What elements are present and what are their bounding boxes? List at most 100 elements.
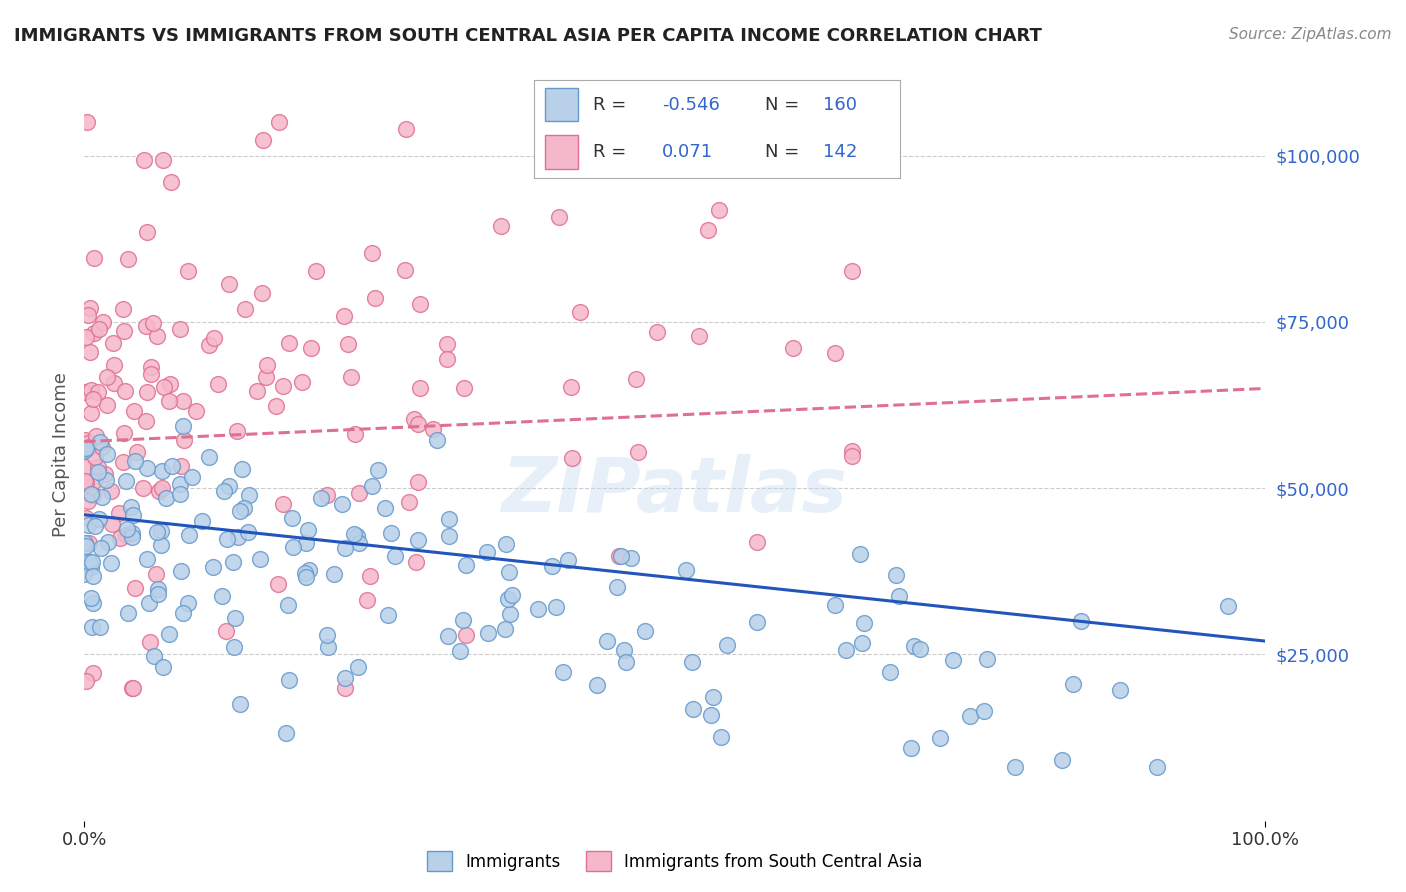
Immigrants — [233, 501, 256, 516]
Immigrants — [498, 565, 520, 579]
Immigrants from South Central Asia — [83, 475, 105, 489]
Immigrants from South Central Asia — [94, 467, 117, 482]
Immigrants from South Central Asia — [75, 476, 97, 491]
Immigrants from South Central Asia — [436, 352, 458, 367]
Immigrants from South Central Asia — [73, 459, 96, 474]
Immigrants from South Central Asia — [73, 474, 96, 488]
Immigrants — [152, 464, 174, 478]
Immigrants from South Central Asia — [172, 394, 194, 409]
Immigrants from South Central Asia — [176, 264, 198, 278]
Immigrants from South Central Asia — [841, 450, 863, 464]
Immigrants — [614, 655, 637, 669]
Immigrants from South Central Asia — [73, 385, 96, 400]
Immigrants — [596, 634, 619, 648]
Immigrants — [1146, 760, 1168, 774]
Immigrants from South Central Asia — [406, 417, 429, 432]
Immigrants from South Central Asia — [278, 336, 301, 351]
Immigrants — [211, 589, 233, 603]
Immigrants from South Central Asia — [75, 511, 97, 525]
Immigrants from South Central Asia — [79, 536, 101, 550]
Immigrants from South Central Asia — [112, 425, 135, 440]
Immigrants — [274, 726, 297, 740]
Immigrants from South Central Asia — [349, 485, 371, 500]
Immigrants — [330, 497, 353, 511]
Immigrants — [77, 517, 100, 532]
Immigrants — [73, 536, 96, 550]
Immigrants from South Central Asia — [173, 433, 195, 447]
Immigrants from South Central Asia — [77, 436, 100, 450]
Immigrants from South Central Asia — [124, 404, 146, 418]
Immigrants from South Central Asia — [271, 378, 294, 392]
Immigrants from South Central Asia — [132, 153, 155, 167]
Immigrants — [851, 636, 873, 650]
Immigrants from South Central Asia — [135, 319, 157, 334]
Immigrants — [231, 462, 253, 476]
Immigrants — [169, 477, 191, 491]
Immigrants from South Central Asia — [124, 582, 146, 596]
Immigrants from South Central Asia — [398, 495, 420, 509]
Immigrants from South Central Asia — [159, 377, 181, 392]
Immigrants — [73, 443, 96, 458]
Immigrants from South Central Asia — [218, 277, 240, 292]
Immigrants — [73, 567, 96, 582]
Immigrants — [620, 550, 643, 565]
Immigrants — [135, 460, 157, 475]
Immigrants — [835, 643, 858, 657]
Immigrants from South Central Asia — [96, 369, 118, 384]
Immigrants — [90, 490, 112, 504]
Immigrants — [115, 522, 138, 536]
Immigrants — [87, 512, 110, 526]
Immigrants from South Central Asia — [264, 400, 287, 414]
Immigrants from South Central Asia — [359, 569, 381, 583]
Immigrants — [121, 530, 143, 544]
Immigrants — [852, 616, 875, 631]
Immigrants — [115, 474, 138, 488]
Immigrants — [437, 528, 460, 542]
Immigrants from South Central Asia — [76, 115, 98, 129]
Immigrants — [77, 555, 100, 569]
Immigrants — [710, 730, 733, 744]
Immigrants from South Central Asia — [80, 406, 103, 420]
Immigrants — [477, 625, 499, 640]
Immigrants from South Central Asia — [252, 133, 274, 147]
Y-axis label: Per Capita Income: Per Capita Income — [52, 373, 70, 537]
Immigrants — [323, 567, 346, 582]
Immigrants — [224, 610, 246, 624]
Immigrants — [824, 598, 846, 612]
Immigrants — [198, 450, 221, 464]
Immigrants from South Central Asia — [150, 481, 173, 495]
Immigrants — [190, 514, 212, 528]
Immigrants — [148, 587, 170, 601]
Immigrants from South Central Asia — [87, 385, 110, 400]
Immigrants from South Central Asia — [409, 381, 432, 395]
Immigrants from South Central Asia — [82, 488, 104, 502]
Immigrants — [89, 434, 111, 449]
Immigrants from South Central Asia — [139, 368, 162, 382]
Immigrants — [942, 653, 965, 667]
Immigrants from South Central Asia — [246, 384, 269, 398]
Immigrants from South Central Asia — [361, 245, 384, 260]
Immigrants from South Central Asia — [841, 264, 863, 278]
Immigrants — [75, 539, 97, 553]
Immigrants from South Central Asia — [627, 445, 650, 459]
Immigrants from South Central Asia — [122, 681, 145, 695]
Immigrants — [226, 530, 249, 544]
Immigrants — [973, 704, 995, 718]
Immigrants from South Central Asia — [117, 252, 139, 266]
Immigrants from South Central Asia — [198, 338, 221, 352]
Immigrants from South Central Asia — [103, 376, 125, 391]
Immigrants — [179, 528, 201, 542]
Immigrants from South Central Asia — [363, 292, 385, 306]
Immigrants — [675, 563, 697, 577]
Immigrants from South Central Asia — [406, 475, 429, 489]
Immigrants from South Central Asia — [688, 328, 710, 343]
Immigrants from South Central Asia — [841, 443, 863, 458]
Immigrants — [1109, 683, 1132, 698]
Immigrants from South Central Asia — [83, 251, 105, 265]
Immigrants — [456, 558, 478, 573]
Immigrants — [281, 540, 304, 554]
Immigrants from South Central Asia — [108, 531, 131, 545]
Immigrants from South Central Asia — [170, 459, 193, 474]
Immigrants — [1070, 614, 1092, 628]
Immigrants from South Central Asia — [436, 337, 458, 351]
